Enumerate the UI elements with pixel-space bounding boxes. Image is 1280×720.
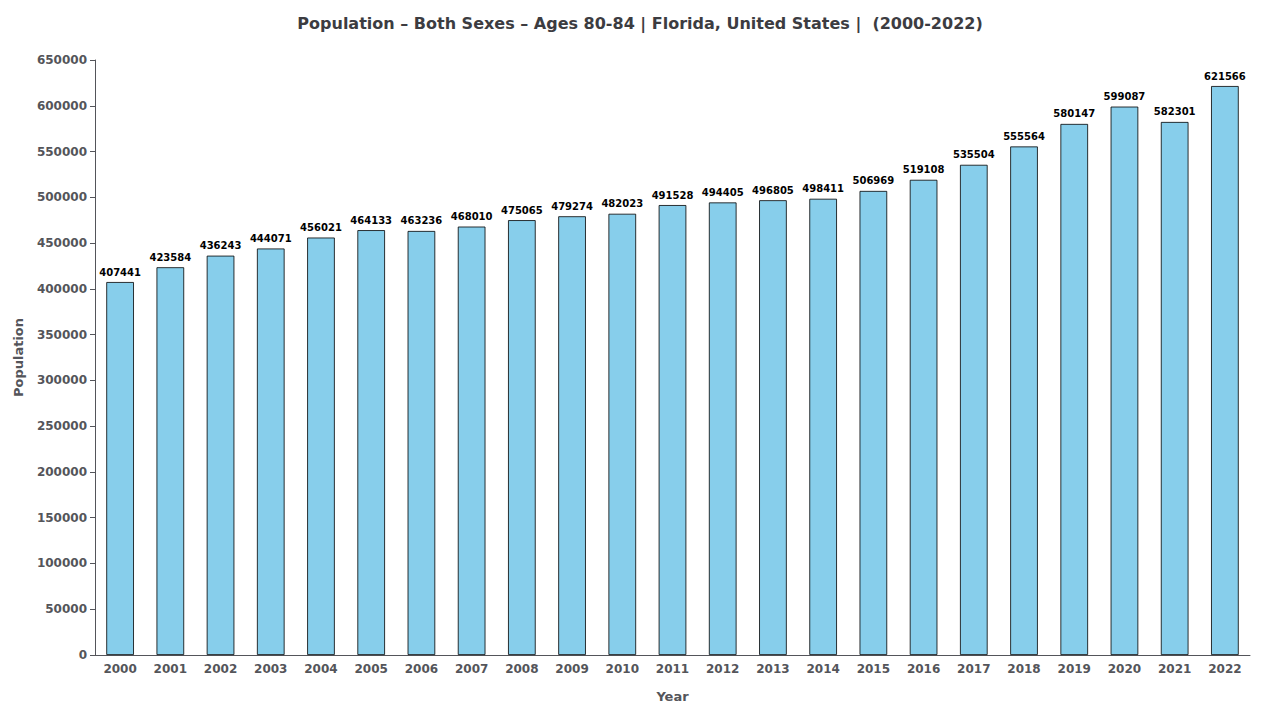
- svg-text:475065: 475065: [501, 205, 543, 216]
- svg-text:2006: 2006: [405, 662, 438, 676]
- svg-text:Population: Population: [11, 318, 26, 397]
- svg-text:650000: 650000: [37, 53, 87, 67]
- svg-text:444071: 444071: [250, 233, 292, 244]
- svg-text:2011: 2011: [656, 662, 689, 676]
- svg-text:436243: 436243: [200, 240, 242, 251]
- svg-text:300000: 300000: [37, 373, 87, 387]
- svg-text:350000: 350000: [37, 328, 87, 342]
- svg-text:2016: 2016: [907, 662, 940, 676]
- svg-text:582301: 582301: [1154, 106, 1196, 117]
- svg-text:2004: 2004: [304, 662, 337, 676]
- svg-text:482023: 482023: [601, 198, 643, 209]
- svg-text:2015: 2015: [857, 662, 890, 676]
- svg-text:550000: 550000: [37, 145, 87, 159]
- svg-text:2013: 2013: [756, 662, 789, 676]
- svg-text:2018: 2018: [1007, 662, 1040, 676]
- svg-text:496805: 496805: [752, 185, 794, 196]
- svg-text:494405: 494405: [702, 187, 744, 198]
- svg-text:2005: 2005: [354, 662, 387, 676]
- svg-text:621566: 621566: [1204, 71, 1246, 82]
- svg-text:450000: 450000: [37, 236, 87, 250]
- svg-text:200000: 200000: [37, 465, 87, 479]
- svg-text:Year: Year: [655, 689, 689, 704]
- svg-text:463236: 463236: [401, 215, 443, 226]
- svg-text:555564: 555564: [1003, 131, 1045, 142]
- svg-text:2019: 2019: [1058, 662, 1091, 676]
- svg-text:150000: 150000: [37, 511, 87, 525]
- svg-text:100000: 100000: [37, 556, 87, 570]
- svg-text:2003: 2003: [254, 662, 287, 676]
- svg-text:535504: 535504: [953, 149, 995, 160]
- svg-text:2010: 2010: [606, 662, 639, 676]
- svg-text:498411: 498411: [802, 183, 844, 194]
- svg-text:2002: 2002: [204, 662, 237, 676]
- svg-text:2001: 2001: [154, 662, 187, 676]
- svg-text:2017: 2017: [957, 662, 990, 676]
- svg-text:506969: 506969: [852, 175, 894, 186]
- svg-text:50000: 50000: [45, 602, 87, 616]
- svg-text:2007: 2007: [455, 662, 488, 676]
- svg-text:500000: 500000: [37, 190, 87, 204]
- svg-text:491528: 491528: [652, 190, 694, 201]
- svg-text:2009: 2009: [555, 662, 588, 676]
- svg-text:580147: 580147: [1053, 108, 1095, 119]
- svg-text:2012: 2012: [706, 662, 739, 676]
- svg-text:400000: 400000: [37, 282, 87, 296]
- svg-text:479274: 479274: [551, 201, 593, 212]
- svg-text:519108: 519108: [903, 164, 945, 175]
- svg-text:407441: 407441: [99, 267, 141, 278]
- svg-text:250000: 250000: [37, 419, 87, 433]
- svg-text:423584: 423584: [149, 252, 191, 263]
- svg-text:0: 0: [79, 648, 87, 662]
- svg-text:2020: 2020: [1108, 662, 1141, 676]
- svg-text:2022: 2022: [1208, 662, 1241, 676]
- svg-text:2000: 2000: [103, 662, 136, 676]
- svg-text:2008: 2008: [505, 662, 538, 676]
- svg-text:2021: 2021: [1158, 662, 1191, 676]
- svg-text:456021: 456021: [300, 222, 342, 233]
- svg-text:468010: 468010: [451, 211, 493, 222]
- svg-text:2014: 2014: [806, 662, 839, 676]
- svg-text:Population – Both Sexes – Ages: Population – Both Sexes – Ages 80-84 | F…: [297, 14, 982, 34]
- svg-text:464133: 464133: [350, 215, 392, 226]
- svg-text:599087: 599087: [1104, 91, 1146, 102]
- svg-text:600000: 600000: [37, 99, 87, 113]
